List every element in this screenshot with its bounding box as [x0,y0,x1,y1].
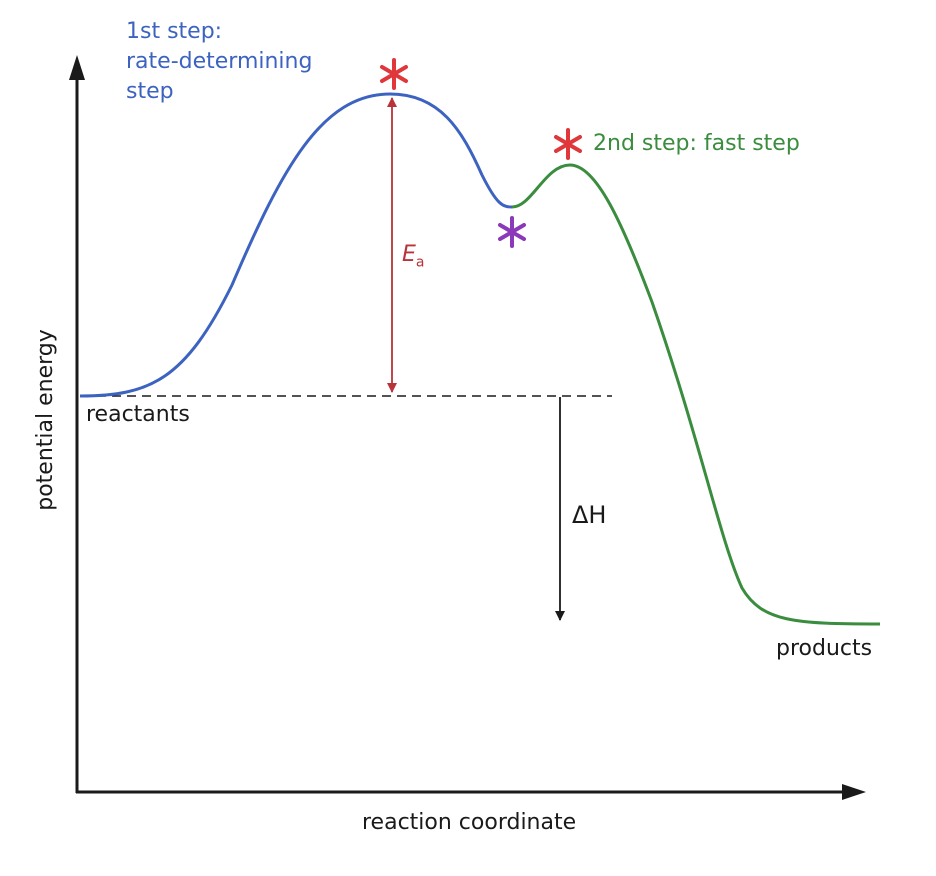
step1-label-line1: 1st step: [126,19,223,44]
ea-symbol: E [402,242,416,267]
activation-energy-label: Ea [402,240,425,277]
step2-curve [511,163,881,626]
y-axis [69,55,85,793]
y-axis-label: potential energy [33,329,58,511]
step2-label: 2nd step: fast step [593,131,800,156]
intermediate-asterisk-icon [498,216,526,248]
delta-h-label: ΔH [572,501,607,529]
x-axis-label: reaction coordinate [362,810,577,835]
transition-state-2-asterisk-icon [554,128,582,160]
step1-label: 1st step: rate-determining step [126,17,312,107]
x-axis [76,784,866,800]
transition-state-1-asterisk-icon [380,58,408,90]
ea-subscript: a [415,254,425,271]
reactants-label: reactants [86,402,190,427]
step1-label-line2: rate-determining [126,49,313,74]
step1-curve [79,92,513,398]
products-label: products [776,636,873,661]
step1-label-line3: step [126,79,174,104]
